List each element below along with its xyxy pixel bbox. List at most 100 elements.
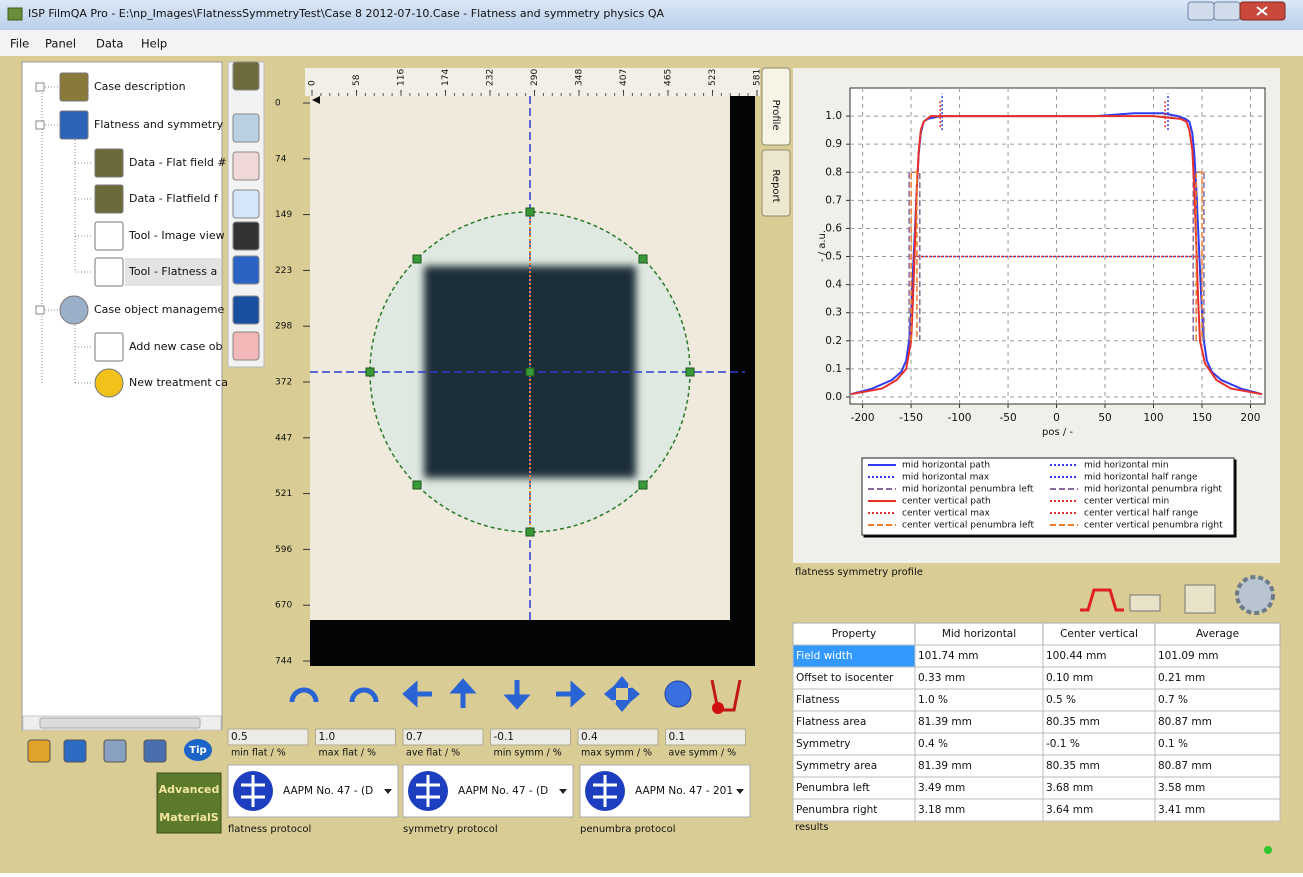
- tree-expander[interactable]: [35, 305, 45, 315]
- tree-icon: [59, 72, 89, 102]
- table-cell-text: Flatness area: [796, 716, 866, 728]
- move-right-button[interactable]: [556, 680, 586, 708]
- viewer-tool[interactable]: [232, 331, 260, 361]
- table-cell-text: 80.87 mm: [1158, 760, 1212, 772]
- menu-item[interactable]: Help: [141, 37, 167, 51]
- tree-scroll-thumb[interactable]: [39, 717, 201, 729]
- ruler-label: 581: [753, 69, 763, 86]
- profile-mode-button[interactable]: [1080, 588, 1124, 612]
- ruler-label: 372: [275, 378, 292, 388]
- y-axis-label: - / a.u.: [817, 230, 828, 262]
- roi-handle[interactable]: [525, 207, 535, 217]
- rotate-left-button[interactable]: [289, 687, 319, 703]
- roi-handle[interactable]: [365, 367, 375, 377]
- maximize-button[interactable]: [1213, 1, 1241, 21]
- top-ruler: [305, 68, 760, 96]
- tree-item[interactable]: Case object manageme: [94, 303, 224, 316]
- viewer-tool[interactable]: [232, 61, 260, 91]
- viewer-tool[interactable]: [232, 189, 260, 219]
- toolbar-button[interactable]: [27, 739, 51, 763]
- toolbar-button[interactable]: [103, 739, 127, 763]
- move-down-button[interactable]: [503, 680, 531, 710]
- move-up-button[interactable]: [449, 678, 477, 708]
- tree-item[interactable]: Flatness and symmetry: [94, 118, 224, 131]
- tree-expander[interactable]: [35, 120, 45, 130]
- stat-field: [665, 728, 746, 746]
- viewer-tool[interactable]: [232, 255, 260, 285]
- roi-handle[interactable]: [638, 480, 648, 490]
- table-header: Center vertical: [1060, 628, 1138, 640]
- menu-item[interactable]: File: [10, 37, 29, 51]
- settings-button[interactable]: [1235, 575, 1275, 615]
- tree-connector: [41, 86, 92, 384]
- panel-tab[interactable]: [761, 67, 791, 146]
- tree-item[interactable]: Tool - Flatness a: [128, 265, 217, 278]
- toolbar-button[interactable]: [63, 739, 87, 763]
- rotate-right-button[interactable]: [349, 687, 379, 703]
- vertical-mode-button[interactable]: [1184, 584, 1216, 614]
- roi-handle[interactable]: [685, 367, 695, 377]
- table-cell[interactable]: [1154, 798, 1281, 822]
- tab-label: Report: [770, 169, 781, 202]
- table-cell-text: Flatness: [796, 694, 840, 706]
- viewer-tool[interactable]: [232, 151, 260, 181]
- ruler-label: 232: [486, 69, 496, 86]
- viewer-tool[interactable]: [232, 113, 260, 143]
- minimize-button[interactable]: [1187, 1, 1215, 21]
- tree-item[interactable]: Add new case ob: [129, 340, 223, 353]
- move-left-button[interactable]: [402, 680, 432, 708]
- y-tick-label: 0.8: [825, 166, 842, 178]
- menu-item[interactable]: Data: [96, 37, 123, 51]
- roi-handle[interactable]: [525, 367, 535, 377]
- menu-item[interactable]: Panel: [45, 37, 76, 51]
- viewer-tool[interactable]: [232, 221, 260, 251]
- table-cell-text: 101.74 mm: [918, 650, 979, 662]
- table-cell-text: 100.44 mm: [1046, 650, 1107, 662]
- stat-value: 0.5: [231, 731, 248, 743]
- table-cell-text: 81.39 mm: [918, 760, 972, 772]
- roi-handle[interactable]: [525, 527, 535, 537]
- dropdown-caret: [559, 789, 567, 794]
- tip-button[interactable]: [184, 739, 212, 761]
- stat-value: 0.7: [406, 731, 423, 743]
- ruler-label: 290: [530, 69, 540, 86]
- roi-handle[interactable]: [638, 254, 648, 264]
- tree-expander[interactable]: [35, 82, 45, 92]
- tree-item[interactable]: Tool - Image view: [128, 229, 225, 242]
- table-cell-text: 0.4 %: [918, 738, 948, 750]
- x-tick-label: 0: [1053, 412, 1060, 424]
- tree-item[interactable]: New treatment ca: [129, 376, 228, 389]
- stat-label: min flat / %: [231, 748, 286, 759]
- ruler-label: 348: [575, 69, 585, 86]
- roi-handle[interactable]: [412, 254, 422, 264]
- ruler-label: 744: [275, 657, 292, 667]
- ruler-label: 223: [275, 266, 292, 276]
- fit-button[interactable]: [604, 676, 640, 712]
- stat-label: max flat / %: [319, 748, 377, 759]
- ruler-mode-button[interactable]: [1129, 594, 1161, 612]
- y-tick-label: 0.2: [825, 335, 842, 347]
- table-cell-text: Penumbra right: [796, 804, 877, 816]
- table-header: Average: [1196, 628, 1239, 640]
- table-cell-text: 80.35 mm: [1046, 760, 1100, 772]
- panel-tab[interactable]: [761, 149, 791, 217]
- y-tick-label: 0.3: [825, 307, 842, 319]
- roi-handle[interactable]: [412, 480, 422, 490]
- logo: [156, 772, 222, 834]
- protocol-label: penumbra protocol: [580, 824, 675, 835]
- tree-item[interactable]: Case description: [94, 80, 186, 93]
- legend: [861, 457, 1235, 536]
- ruler-label: 0: [275, 99, 281, 109]
- protocol-label: flatness protocol: [228, 824, 311, 835]
- zoom-button[interactable]: [664, 680, 692, 708]
- tree-item[interactable]: Data - Flat field #: [129, 156, 227, 169]
- viewer-tool[interactable]: [232, 295, 260, 325]
- tree-item[interactable]: Data - Flatfield f: [129, 192, 219, 205]
- clear-button[interactable]: [710, 679, 742, 712]
- toolbar-button[interactable]: [143, 739, 167, 763]
- protocol-name: AAPM No. 47 - (D: [283, 785, 373, 797]
- table-cell-text: 0.21 mm: [1158, 672, 1205, 684]
- legend-label: center vertical penumbra right: [1084, 521, 1223, 531]
